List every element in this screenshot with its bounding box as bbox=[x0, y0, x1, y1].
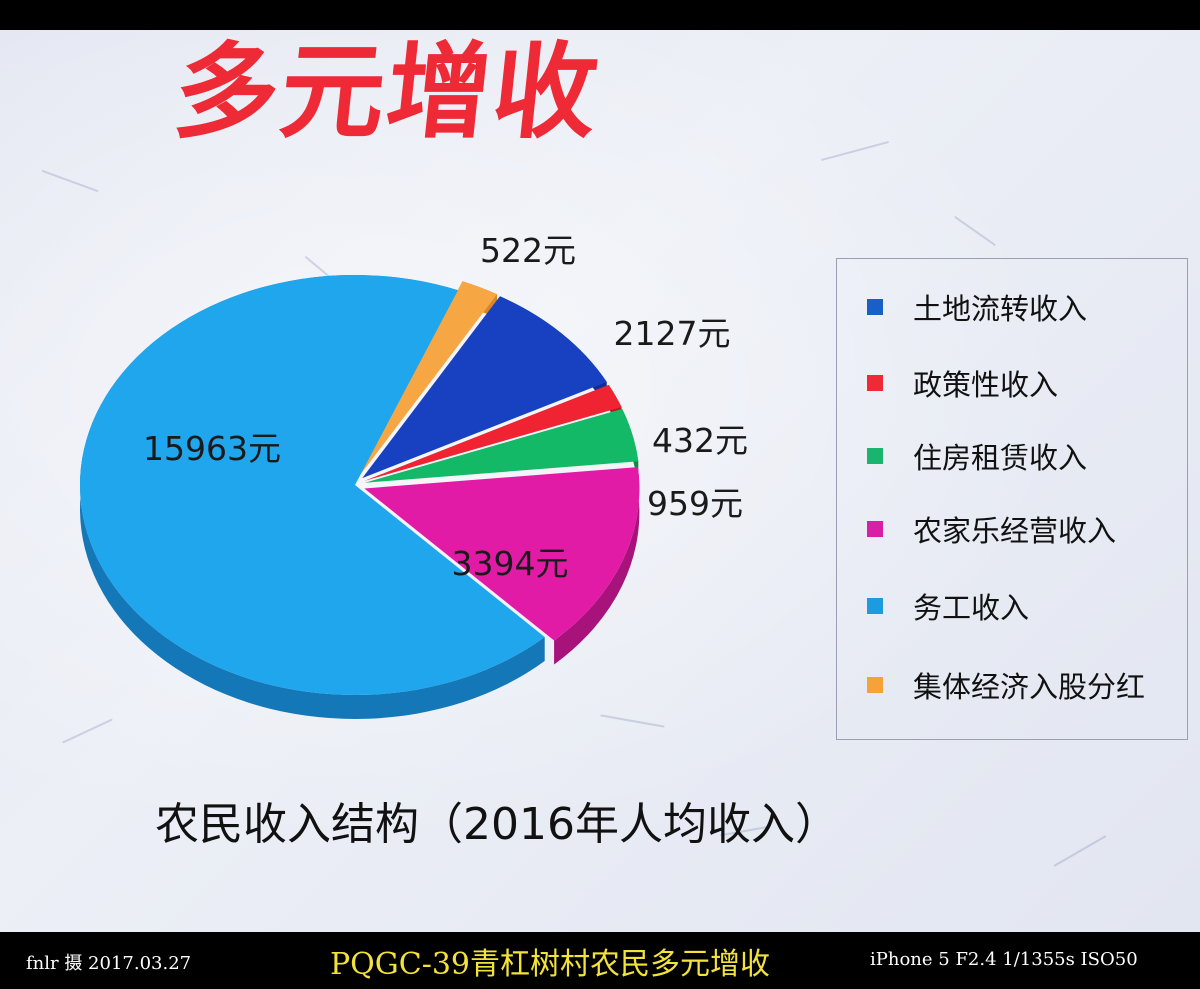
pie-data-label: 432元 bbox=[652, 421, 748, 460]
legend-item: 农家乐经营收入 bbox=[867, 509, 1116, 549]
pie-slice bbox=[362, 296, 607, 479]
pie-slice bbox=[364, 408, 639, 483]
legend-label: 土地流转收入 bbox=[913, 292, 1088, 326]
photo-caption: PQGC-39青杠树村农民多元增收 bbox=[330, 947, 771, 982]
photo-credit: fnlr 摄 2017.03.27 bbox=[26, 953, 192, 974]
legend-swatch bbox=[867, 299, 883, 315]
legend-label: 集体经济入股分红 bbox=[913, 670, 1146, 704]
pie-data-label: 522元 bbox=[480, 231, 576, 270]
pie-data-label: 15963元 bbox=[143, 429, 281, 468]
pie-data-label: 2127元 bbox=[614, 314, 731, 353]
legend-swatch bbox=[867, 677, 883, 693]
pie-slice bbox=[80, 275, 545, 695]
pie-slice bbox=[359, 281, 498, 477]
legend-label: 政策性收入 bbox=[913, 368, 1059, 402]
legend-item: 务工收入 bbox=[867, 586, 1029, 626]
legend-label: 务工收入 bbox=[913, 591, 1030, 625]
legend-swatch bbox=[867, 448, 883, 464]
pie-data-label: 3394元 bbox=[452, 544, 569, 583]
legend-swatch bbox=[867, 521, 883, 537]
pie-slice-side bbox=[554, 467, 640, 665]
pie-slice-side bbox=[80, 275, 545, 719]
pie-slice bbox=[364, 467, 640, 641]
pie-chart: 522元 2127元 432元 959元 3394元 15963元 bbox=[80, 231, 748, 719]
pie-data-label: 959元 bbox=[647, 484, 743, 523]
legend-swatch bbox=[867, 375, 883, 391]
chart-caption: 农民收入结构（2016年人均收入） bbox=[155, 799, 839, 850]
photo-footer-bar: fnlr 摄 2017.03.27 PQGC-39青杠树村农民多元增收 iPho… bbox=[0, 932, 1200, 989]
legend-swatch bbox=[867, 598, 883, 614]
pie-tops bbox=[80, 275, 640, 695]
legend-item: 政策性收入 bbox=[867, 363, 1058, 403]
pie-slice bbox=[364, 384, 622, 481]
legend-item: 集体经济入股分红 bbox=[867, 665, 1145, 705]
pie-labels: 522元 2127元 432元 959元 3394元 15963元 bbox=[143, 231, 748, 583]
legend-label: 农家乐经营收入 bbox=[913, 514, 1117, 548]
camera-info: iPhone 5 F2.4 1/1355s ISO50 bbox=[870, 949, 1138, 970]
legend-label: 住房租赁收入 bbox=[913, 441, 1088, 475]
legend-item: 住房租赁收入 bbox=[867, 436, 1087, 476]
legend-item: 土地流转收入 bbox=[867, 287, 1087, 327]
chart-legend: 土地流转收入 政策性收入 住房租赁收入 农家乐经营收入 务工收入 集体经济入股分… bbox=[836, 258, 1188, 740]
